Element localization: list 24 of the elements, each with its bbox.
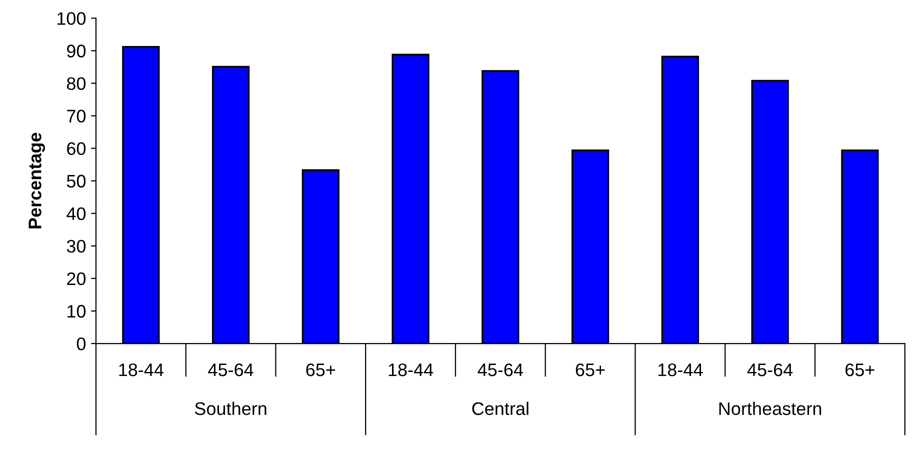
x-tick-label: 65+	[306, 363, 336, 376]
y-tick-label: 60	[67, 142, 86, 156]
y-tick-label: 40	[66, 207, 86, 220]
y-tick-label: 0	[76, 337, 86, 350]
y-tick-label: 90	[67, 44, 86, 58]
y-tick-label: 50	[66, 174, 86, 188]
x-tick-label: 65+	[846, 363, 874, 376]
x-tick-label: 18-44	[388, 363, 434, 376]
x-tick-label: 18-44	[119, 363, 164, 376]
y-tick-label: 70	[67, 110, 86, 123]
text: Southern	[194, 402, 266, 416]
y-tick-label: 30	[66, 240, 86, 253]
y-tick-label: 80	[66, 77, 86, 90]
text: Central	[472, 402, 528, 416]
x-tick-label: 45-64	[478, 363, 523, 376]
y-axis-title: Percentage	[28, 132, 46, 228]
x-tick-label: 65+	[576, 363, 605, 376]
x-tick-label: 18-44	[658, 363, 703, 376]
y-tick-label: 20	[67, 272, 86, 286]
x-tick-label: 45-64	[208, 363, 254, 376]
y-tick-label: 10	[68, 304, 86, 318]
text: Northeastern	[719, 402, 822, 416]
x-tick-label: 45-64	[747, 363, 793, 376]
y-tick-label: 100	[58, 12, 86, 25]
